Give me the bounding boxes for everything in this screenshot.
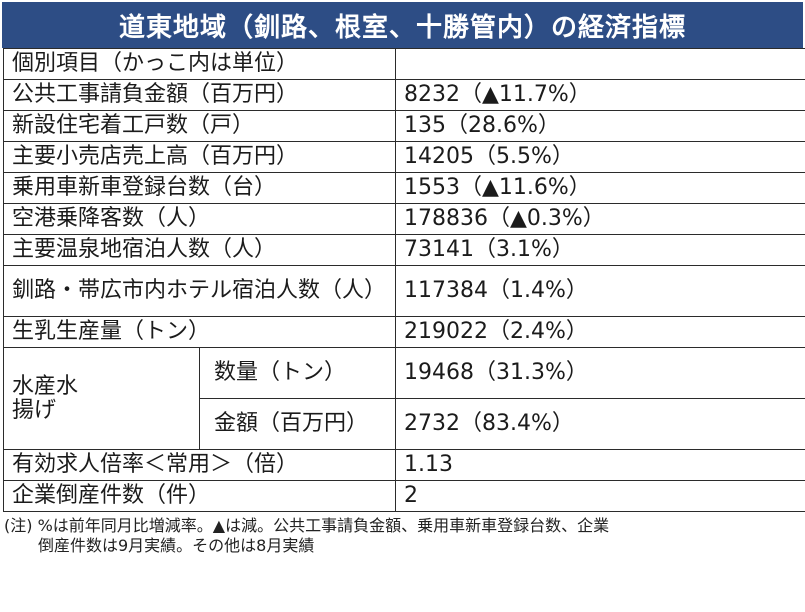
fishery-sub-label: 金額（百万円） [200,399,396,450]
row-value: 1553（▲11.6%） [396,173,805,204]
table-row: 主要小売店売上高（百万円） 14205（5.5%） [4,142,805,173]
header-value [396,49,805,80]
fishery-label: 水産水揚げ [4,348,200,450]
table-title: 道東地域（釧路、根室、十勝管内）の経済指標 [2,2,803,48]
table-header-row: 個別項目（かっこ内は単位） [4,49,805,80]
fishery-label-text: 水産水揚げ [12,375,92,423]
row-value: 19468（31.3%） [396,348,805,399]
row-value: 2 [396,481,805,512]
row-label: 企業倒産件数（件） [4,481,396,512]
fishery-sub-label: 数量（トン） [200,348,396,399]
table-row: 空港乗降客数（人） 178836（▲0.3%） [4,204,805,235]
table-row: 釧路・帯広市内ホテル宿泊人数（人） 117384（1.4%） [4,266,805,317]
row-value: 219022（2.4%） [396,317,805,348]
row-value: 178836（▲0.3%） [396,204,805,235]
row-label: 釧路・帯広市内ホテル宿泊人数（人） [4,266,396,317]
footnote-line-2: 倒産件数は9月実績。その他は8月実績 [4,536,803,556]
table-row: 水産水揚げ 数量（トン） 19468（31.3%） [4,348,805,399]
row-label: 有効求人倍率＜常用＞（倍） [4,450,396,481]
table-row: 生乳生産量（トン） 219022（2.4%） [4,317,805,348]
table-row: 主要温泉地宿泊人数（人） 73141（3.1%） [4,235,805,266]
row-value: 2732（83.4%） [396,399,805,450]
row-value: 8232（▲11.7%） [396,80,805,111]
footnote-line-1: (注) %は前年同月比増減率。▲は減。公共工事請負金額、乗用車新車登録台数、企業 [4,516,609,535]
table-row: 公共工事請負金額（百万円） 8232（▲11.7%） [4,80,805,111]
row-label: 主要温泉地宿泊人数（人） [4,235,396,266]
table-row: 有効求人倍率＜常用＞（倍） 1.13 [4,450,805,481]
row-label: 公共工事請負金額（百万円） [4,80,396,111]
row-label: 主要小売店売上高（百万円） [4,142,396,173]
row-label: 空港乗降客数（人） [4,204,396,235]
row-value: 135（28.6%） [396,111,805,142]
indicator-table: 個別項目（かっこ内は単位） 公共工事請負金額（百万円） 8232（▲11.7%）… [3,48,805,512]
table-row: 企業倒産件数（件） 2 [4,481,805,512]
row-value: 73141（3.1%） [396,235,805,266]
row-value: 14205（5.5%） [396,142,805,173]
row-label: 生乳生産量（トン） [4,317,396,348]
table-row: 新設住宅着工戸数（戸） 135（28.6%） [4,111,805,142]
header-label: 個別項目（かっこ内は単位） [4,49,396,80]
footnote: (注) %は前年同月比増減率。▲は減。公共工事請負金額、乗用車新車登録台数、企業… [2,516,803,556]
row-value: 117384（1.4%） [396,266,805,317]
row-value: 1.13 [396,450,805,481]
row-label: 新設住宅着工戸数（戸） [4,111,396,142]
indicator-table-figure: 道東地域（釧路、根室、十勝管内）の経済指標 個別項目（かっこ内は単位） 公共工事… [2,2,803,556]
table-row: 乗用車新車登録台数（台） 1553（▲11.6%） [4,173,805,204]
row-label: 乗用車新車登録台数（台） [4,173,396,204]
